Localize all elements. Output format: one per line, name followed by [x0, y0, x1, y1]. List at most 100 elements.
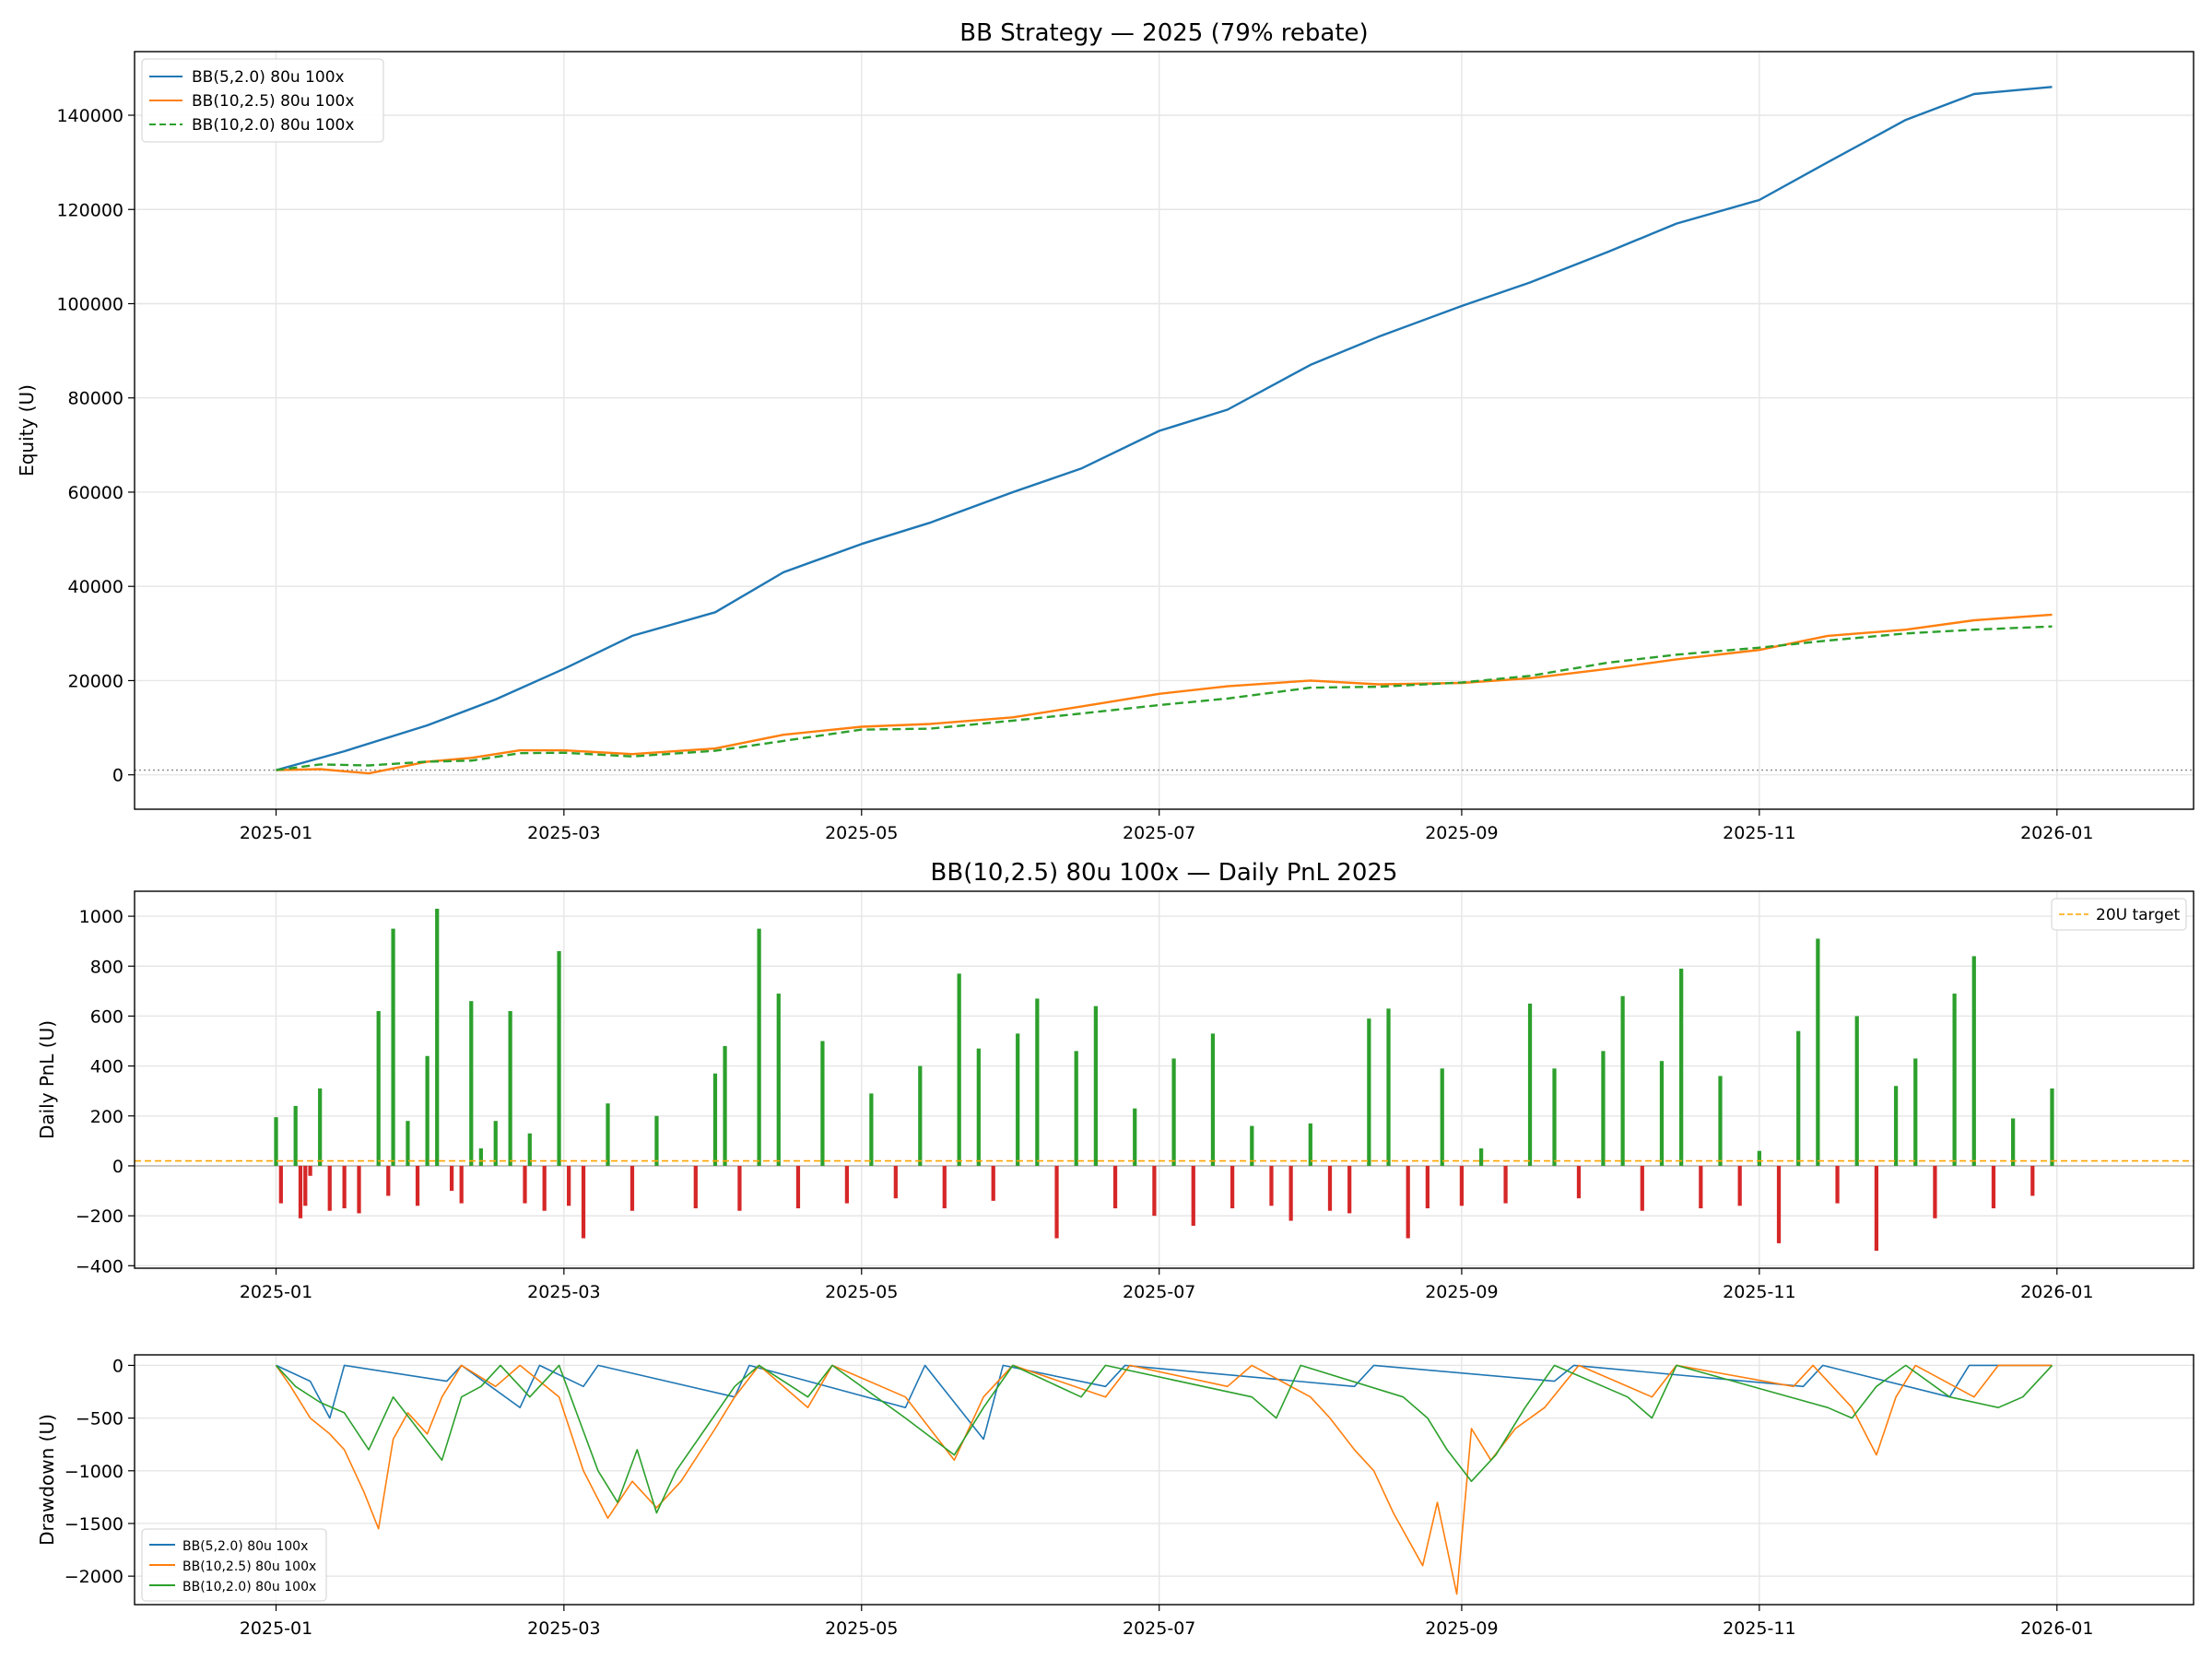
pnl-bar	[918, 1065, 923, 1166]
equity-grid	[135, 52, 2194, 809]
pnl-bar	[298, 1165, 303, 1218]
pnl-bar	[386, 1165, 391, 1196]
pnl-bar	[1503, 1165, 1508, 1204]
x-tick-label: 2025-11	[1723, 1282, 1795, 1302]
pnl-bar	[869, 1093, 874, 1166]
pnl-bar	[308, 1165, 312, 1176]
series-line-2	[275, 1364, 2053, 1595]
pnl-bar	[844, 1165, 850, 1204]
pnl-bar	[737, 1165, 742, 1211]
series-line-3	[276, 625, 2053, 771]
pnl-bar	[557, 951, 561, 1166]
x-tick-label: 2025-01	[240, 1282, 312, 1302]
x-tick-label: 2025-03	[527, 823, 600, 843]
x-tick-label: 2025-05	[825, 1618, 898, 1639]
y-tick-label: −1000	[65, 1462, 124, 1482]
pnl-bar	[508, 1011, 512, 1166]
pnl-bar	[303, 1165, 308, 1206]
pnl-bar	[1093, 1006, 1099, 1166]
pnl-bar	[1854, 1016, 1859, 1166]
pnl-bar	[2011, 1118, 2016, 1166]
pnl-bar	[2050, 1088, 2054, 1166]
x-tick-label: 2025-09	[1425, 1618, 1498, 1639]
y-tick-label: 80000	[68, 389, 124, 409]
y-tick-label: 800	[90, 957, 124, 977]
pnl-bar	[469, 1001, 474, 1166]
pnl-bar	[1112, 1165, 1118, 1208]
y-tick-label: −1500	[65, 1514, 124, 1535]
legend-label: BB(5,2.0) 80u 100x	[192, 68, 345, 87]
pnl-bar	[391, 928, 395, 1166]
pnl-bar	[278, 1165, 283, 1204]
legend-label: 20U target	[2096, 906, 2181, 924]
pnl-bar	[723, 1045, 727, 1166]
pnl-bar	[1308, 1123, 1312, 1166]
y-tick-label: 20000	[68, 671, 124, 691]
pnl-bar	[1527, 1003, 1533, 1166]
equity-lines	[135, 86, 2194, 775]
pnl-bar	[893, 1165, 898, 1199]
pnl-bar	[757, 928, 761, 1166]
y-tick-label: 600	[90, 1006, 124, 1027]
y-tick-label: −400	[76, 1256, 124, 1277]
pnl-bar	[527, 1133, 532, 1166]
pnl-bar	[629, 1165, 635, 1211]
pnl-bar	[1152, 1165, 1157, 1217]
legend-box	[141, 1528, 327, 1602]
y-tick-label: 200	[90, 1107, 124, 1127]
pnl-bar	[1776, 1165, 1782, 1243]
pnl-bar	[606, 1103, 610, 1166]
pnl-bar	[459, 1165, 464, 1204]
pnl-bar	[1816, 938, 1820, 1166]
drawdown-ticks: 2025-01 2025-03 2025-05 2025-07 2025-09 2025-…	[65, 1356, 2094, 1639]
pnl-bar	[1718, 1076, 1723, 1166]
pnl-bar	[1971, 956, 1976, 1166]
pnl-bar	[1327, 1165, 1333, 1211]
pnl-bar	[712, 1073, 718, 1166]
series-line-2	[276, 613, 2053, 775]
pnl-bar	[1659, 1061, 1665, 1166]
x-tick-label: 2025-01	[240, 823, 312, 843]
x-tick-label: 2025-03	[527, 1282, 600, 1302]
equity-chart-title: BB Strategy — 2025 (79% rebate)	[959, 19, 1368, 47]
pnl-bar	[2030, 1165, 2035, 1196]
pnl-bar	[1386, 1008, 1391, 1166]
pnl-bar	[406, 1121, 410, 1166]
x-tick-label: 2025-05	[825, 823, 898, 843]
pnl-bar	[1699, 1165, 1703, 1208]
pnl-bar	[1016, 1033, 1020, 1166]
y-tick-label: −2000	[65, 1567, 124, 1587]
pnl-bar	[820, 1041, 825, 1166]
equity-legend: BB(5,2.0) 80u 100x BB(10,2.5) 80u 100x BB(…	[141, 58, 384, 143]
pnl-bar	[1478, 1147, 1484, 1166]
pnl-bar	[1035, 998, 1040, 1166]
drawdown-grid	[135, 1355, 2194, 1605]
pnl-bar	[1640, 1165, 1644, 1211]
pnl-bar	[976, 1048, 981, 1166]
x-tick-label: 2026-01	[2020, 1618, 2093, 1639]
pnl-bar	[1133, 1108, 1137, 1166]
pnl-bar	[523, 1165, 527, 1204]
pnl-bar	[1210, 1033, 1216, 1166]
pnl-bar	[1796, 1030, 1801, 1166]
pnl-bar	[1913, 1058, 1918, 1166]
legend-label: BB(10,2.5) 80u 100x	[192, 92, 354, 111]
pnl-bar	[567, 1165, 571, 1206]
pnl-bar	[1250, 1125, 1254, 1166]
pnl-bar	[415, 1165, 420, 1206]
pnl-bar	[1893, 1086, 1899, 1166]
y-tick-label: −500	[76, 1409, 124, 1430]
y-tick-label: 140000	[56, 106, 124, 126]
pnl-bar	[542, 1165, 547, 1211]
drawdown-axes-frame	[134, 1354, 2194, 1606]
y-tick-label: 100000	[56, 294, 124, 314]
pnl-bar	[1074, 1051, 1078, 1166]
pnl-bar	[1054, 1165, 1059, 1239]
pnl-bar	[376, 1011, 381, 1166]
x-tick-label: 2026-01	[2020, 823, 2093, 843]
x-tick-label: 2025-09	[1425, 823, 1498, 843]
legend-label: BB(10,2.5) 80u 100x	[182, 1559, 316, 1574]
legend-label: BB(5,2.0) 80u 100x	[182, 1539, 308, 1554]
drawdown-lines	[275, 1364, 2053, 1595]
